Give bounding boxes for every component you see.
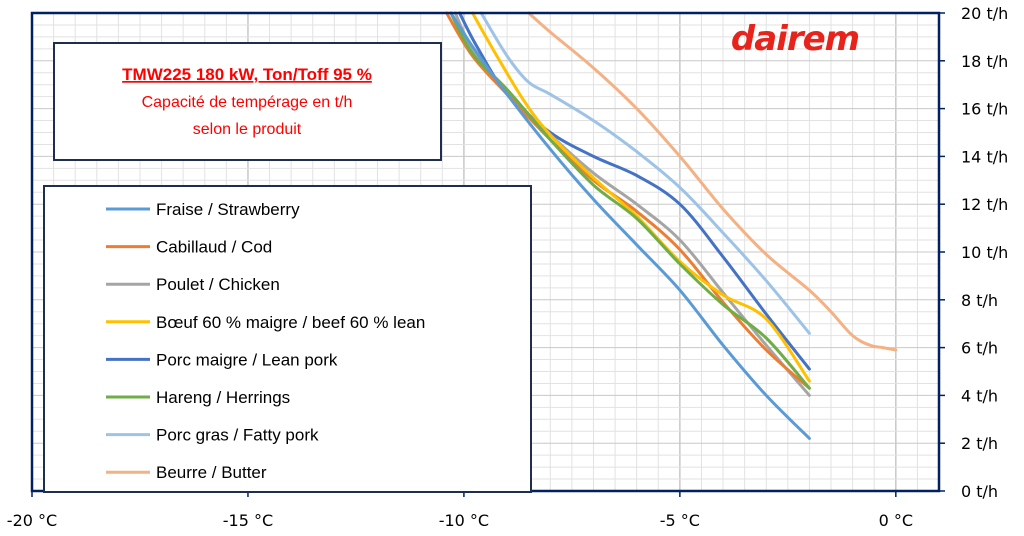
x-tick-label: -5 °C — [660, 511, 700, 530]
y-tick-label: 16 t/h — [961, 100, 1008, 119]
legend-label: Porc gras / Fatty pork — [156, 426, 319, 445]
chart-tick-marks: -20 °C -15 °C -10 °C -5 °C 0 °C 0 t/h 2 t/h 4 t… — [7, 4, 1008, 530]
series-line-3 — [471, 11, 811, 383]
legend-frame — [43, 185, 532, 493]
title-box-frame — [53, 42, 442, 161]
y-tick-label: 10 t/h — [961, 243, 1008, 262]
x-tick-label: -15 °C — [223, 511, 273, 530]
y-tick-label: 0 t/h — [961, 482, 998, 501]
series-line-0 — [449, 11, 811, 440]
y-tick-label: 2 t/h — [961, 434, 998, 453]
y-tick-label: 12 t/h — [961, 195, 1008, 214]
chart-title: TMW225 180 kW, Ton/Toff 95 % — [122, 65, 372, 84]
logo-text: dairem — [731, 19, 859, 59]
y-tick-label: 18 t/h — [961, 52, 1008, 71]
x-tick-label: -20 °C — [7, 511, 57, 530]
legend-label: Hareng / Herrings — [156, 388, 290, 407]
legend-label: Bœuf 60 % maigre / beef 60 % lean — [156, 313, 425, 332]
y-tick-label: 20 t/h — [961, 4, 1008, 23]
y-tick-label: 14 t/h — [961, 147, 1008, 166]
x-tick-label: 0 °C — [879, 511, 913, 530]
y-tick-label: 8 t/h — [961, 291, 998, 310]
chart-subtitle-line-1: Capacité de tempérage en t/h — [142, 94, 353, 111]
title-box: TMW225 180 kW, Ton/Toff 95 % Capacité de… — [53, 42, 442, 161]
legend-label: Beurre / Butter — [156, 463, 267, 482]
x-tick-label: -10 °C — [439, 511, 489, 530]
dairem-logo: dairem — [731, 19, 860, 59]
y-tick-label: 6 t/h — [961, 339, 998, 358]
y-tick-label: 4 t/h — [961, 386, 998, 405]
legend-label: Fraise / Strawberry — [156, 200, 300, 219]
legend-label: Cabillaud / Cod — [156, 238, 272, 257]
series-line-7 — [527, 11, 898, 352]
legend-label: Poulet / Chicken — [156, 275, 280, 294]
chart-legend: Fraise / Strawberry Cabillaud / Cod Poulet… — [43, 185, 532, 493]
series-line-6 — [479, 11, 811, 335]
chart-subtitle-line-2: selon le produit — [193, 121, 302, 138]
chart-series-lines — [445, 11, 898, 440]
legend-label: Porc maigre / Lean pork — [156, 350, 338, 369]
